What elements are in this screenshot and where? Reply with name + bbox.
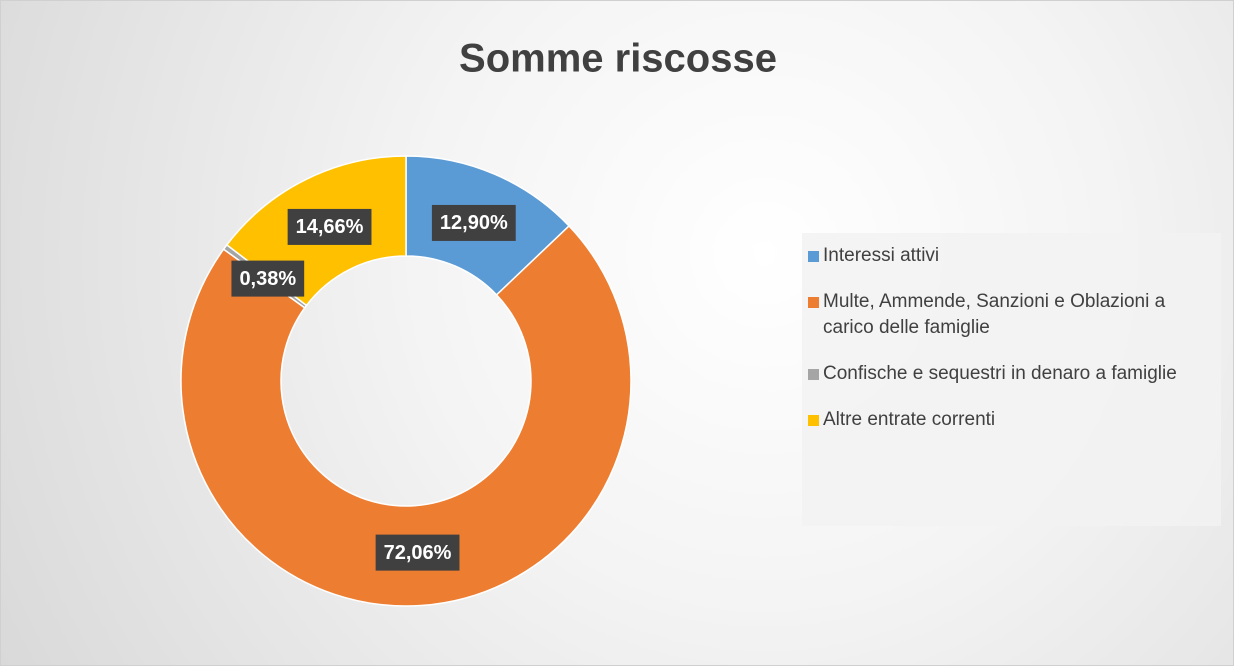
legend-label: Interessi attivi <box>823 245 940 266</box>
data-label-text: 12,90% <box>440 212 508 234</box>
legend-item: Confische e sequestri in denaro a famigl… <box>808 361 1213 387</box>
legend-label: Confische e sequestri in denaro a famigl… <box>823 363 1177 384</box>
data-label: 14,66% <box>287 208 372 245</box>
legend-swatch <box>808 369 819 380</box>
data-label-box <box>375 534 460 571</box>
data-label: 72,06% <box>375 534 460 571</box>
legend-item: Multe, Ammende, Sanzioni e Oblazioni a c… <box>808 289 1213 341</box>
legend-label: Altre entrate correnti <box>823 409 996 430</box>
donut-slice <box>180 224 632 607</box>
legend-swatch <box>808 297 819 308</box>
data-label: 12,90% <box>431 204 516 241</box>
legend: Interessi attivi Multe, Ammende, Sanzioni… <box>802 233 1221 526</box>
legend-label: Multe, Ammende, Sanzioni e Oblazioni a c… <box>823 291 1166 338</box>
legend-swatch <box>808 415 819 426</box>
legend-item: Interessi attivi <box>808 243 1213 269</box>
data-label-text: 72,06% <box>384 542 452 564</box>
data-label: 0,38% <box>231 260 305 297</box>
data-label-text: 0,38% <box>239 268 296 290</box>
chart-title: Somme riscosse <box>459 37 777 81</box>
legend-item: Altre entrate correnti <box>808 407 1213 433</box>
data-label-box <box>287 208 372 245</box>
data-label-box <box>431 204 516 241</box>
data-label-box <box>231 260 305 297</box>
data-label-text: 14,66% <box>296 216 364 238</box>
legend-swatch <box>808 251 819 262</box>
